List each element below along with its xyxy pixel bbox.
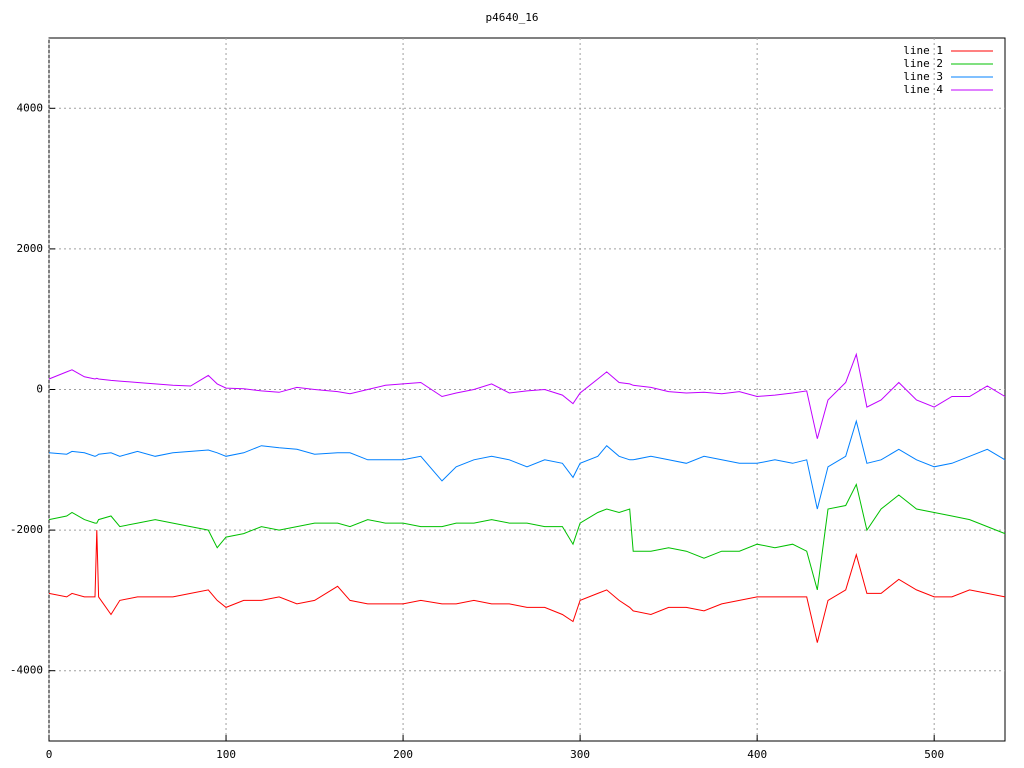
data-line [48,482,1006,591]
x-tick-label: 200 [393,748,413,761]
legend-label: line 3 [903,70,943,83]
data-line [48,530,1006,643]
data-line [48,419,1006,510]
y-tick-label: 4000 [17,101,44,114]
x-tick-label: 500 [924,748,944,761]
y-tick-label: 0 [36,383,43,396]
data-line [48,352,1006,439]
y-tick-label: -4000 [10,664,43,677]
legend-label: line 1 [903,44,943,57]
chart-title: p4640_16 [486,11,539,24]
x-tick-label: 400 [747,748,767,761]
legend-label: line 2 [903,57,943,70]
x-tick-label: 300 [570,748,590,761]
y-tick-label: -2000 [10,523,43,536]
x-tick-label: 100 [216,748,236,761]
plot-frame [48,37,1006,742]
y-tick-label: 2000 [17,242,44,255]
legend-label: line 4 [903,83,943,96]
x-tick-label: 0 [46,748,53,761]
